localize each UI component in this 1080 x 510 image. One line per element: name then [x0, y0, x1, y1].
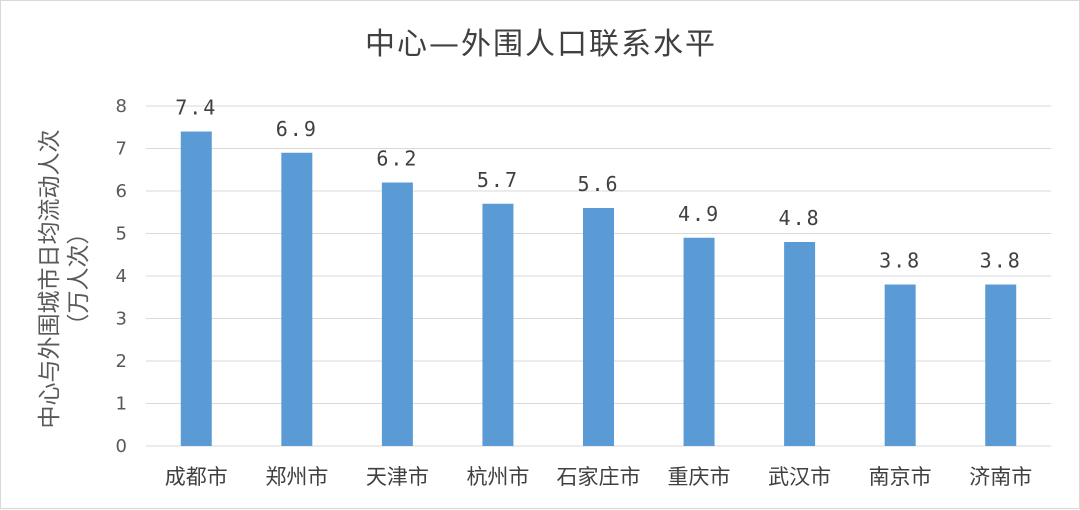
- y-tick-label: 1: [116, 394, 127, 415]
- x-category-label: 武汉市: [768, 465, 831, 489]
- bar: [683, 237, 715, 446]
- x-category-label: 济南市: [969, 465, 1032, 489]
- data-label: 4.8: [779, 206, 821, 230]
- x-category-label: 石家庄市: [557, 465, 641, 489]
- x-category-label: 重庆市: [668, 465, 731, 489]
- bar: [583, 208, 614, 446]
- y-tick-label: 5: [116, 224, 127, 245]
- x-category-label: 成都市: [165, 465, 228, 489]
- chart-title: 中心—外围人口联系水平: [365, 27, 717, 62]
- data-label: 3.8: [980, 249, 1022, 273]
- bar: [281, 152, 313, 446]
- x-category-label: 杭州市: [466, 465, 529, 489]
- bar: [784, 242, 816, 446]
- y-tick-label: 6: [116, 181, 127, 202]
- data-label: 6.2: [376, 147, 418, 171]
- bar: [482, 203, 514, 446]
- bar: [884, 284, 916, 446]
- data-label: 4.9: [678, 202, 720, 226]
- data-label: 6.9: [276, 117, 318, 141]
- data-label: 5.7: [477, 168, 519, 192]
- y-tick-label: 3: [116, 309, 127, 330]
- bar: [180, 131, 212, 446]
- y-tick-label: 2: [116, 351, 127, 372]
- y-tick-label: 0: [116, 436, 127, 457]
- bar: [985, 284, 1017, 446]
- data-label: 7.4: [175, 96, 217, 120]
- x-category-label: 南京市: [869, 465, 932, 489]
- y-tick-label: 7: [116, 139, 127, 160]
- x-category-label: 郑州市: [265, 465, 328, 489]
- y-tick-label: 8: [116, 96, 127, 117]
- data-label: 3.8: [879, 249, 921, 273]
- x-category-label: 天津市: [366, 465, 429, 489]
- data-label: 5.6: [577, 172, 619, 196]
- bar: [381, 182, 413, 446]
- y-tick-label: 4: [116, 266, 127, 287]
